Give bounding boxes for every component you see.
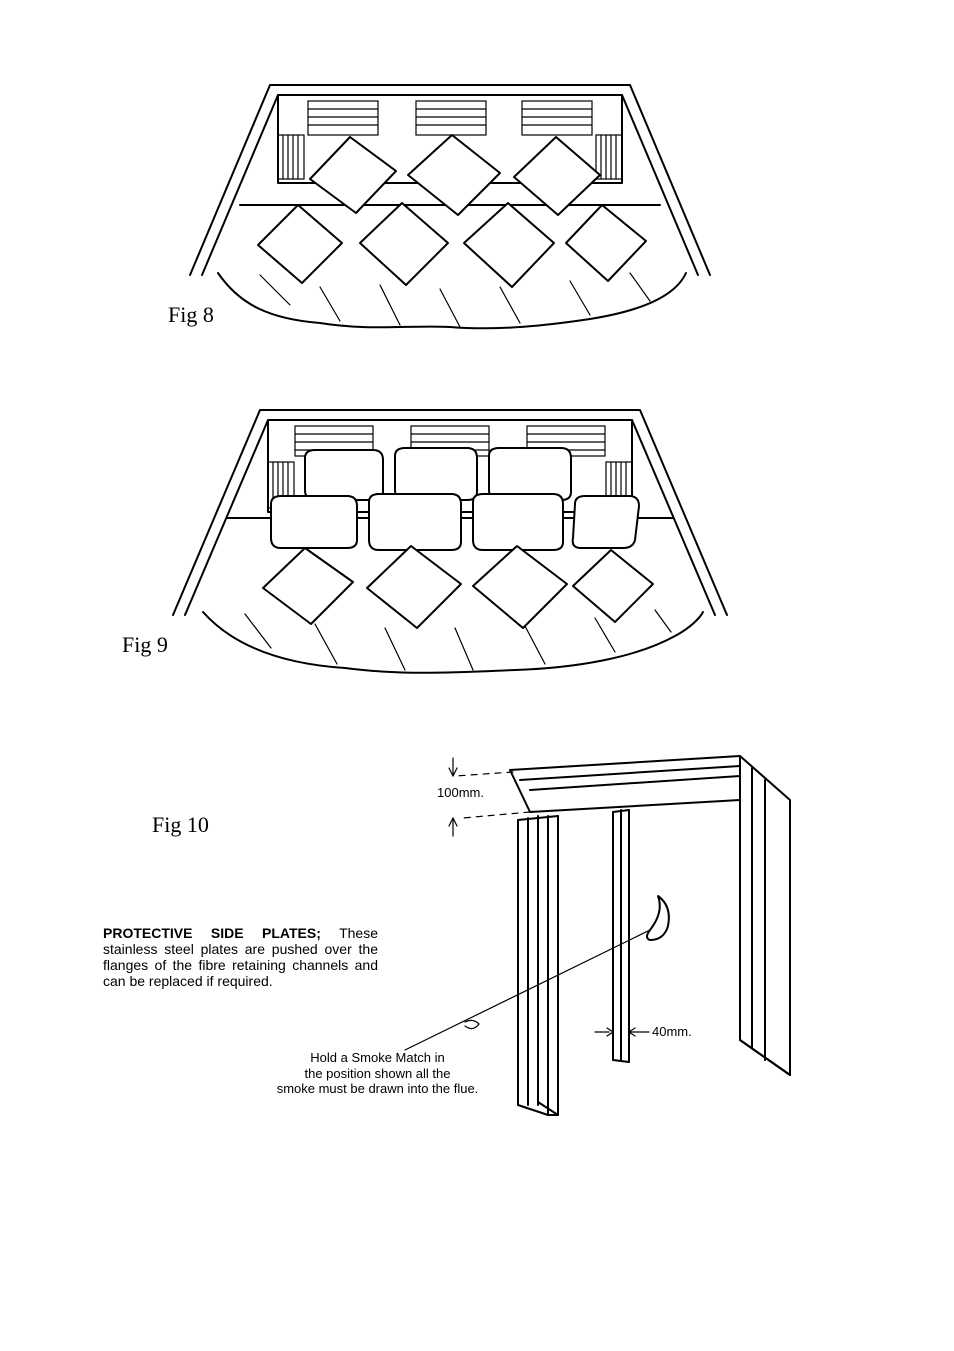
fig10-dim-right: 40mm. (652, 1024, 692, 1039)
fig9-label: Fig 9 (122, 632, 168, 658)
protective-lead: PROTECTIVE SIDE PLATES; (103, 925, 321, 941)
fig10-label: Fig 10 (152, 812, 209, 838)
fig8-label: Fig 8 (168, 302, 214, 328)
fig9-diagram (155, 400, 745, 680)
fig8-diagram (170, 75, 730, 335)
page: Fig 8 (0, 0, 954, 1351)
fig10-dim-top: 100mm. (437, 785, 484, 800)
smoke-match-text: Hold a Smoke Match in the position shown… (240, 1050, 515, 1097)
protective-side-plates-text: PROTECTIVE SIDE PLATES; These stainless … (103, 925, 378, 989)
